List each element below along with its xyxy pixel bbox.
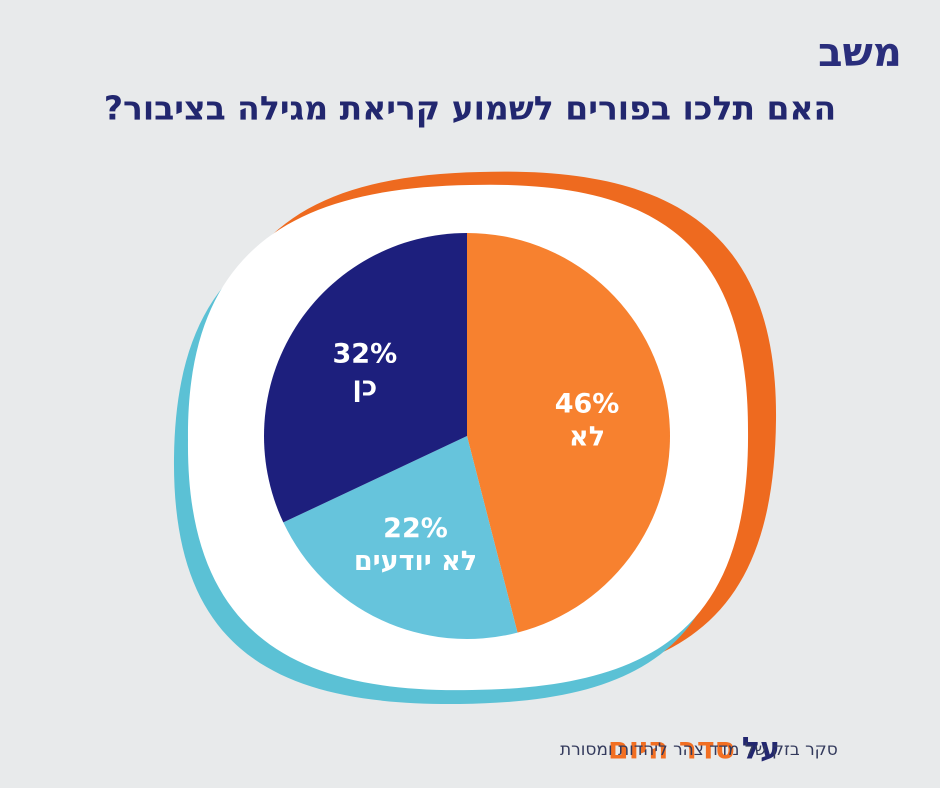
chart-title: האם תלכו בפורים לשמוע קריאת מגילה בציבור… (104, 89, 836, 128)
slice-value-label: 22% (383, 513, 448, 544)
footer-brand: סדר היום (608, 732, 735, 767)
pie-slice (467, 233, 670, 633)
pie-slice (283, 436, 518, 639)
pie: 46%לא 22%לא יודעים 32%כן (264, 233, 670, 639)
footer-brand-prefix: על (742, 732, 780, 767)
slice-category-label: לא יודעים (354, 546, 477, 577)
slice-category-label: כן (353, 372, 378, 403)
pie-slice (264, 233, 467, 523)
slice-value-label: 46% (555, 388, 620, 419)
slice-category-label: לא (569, 421, 605, 452)
slice-value-label: 32% (333, 339, 398, 370)
footer-source: סקר בזק של מדד צהר ליהדות ומסורת (560, 740, 838, 760)
logo: משב (818, 30, 902, 76)
